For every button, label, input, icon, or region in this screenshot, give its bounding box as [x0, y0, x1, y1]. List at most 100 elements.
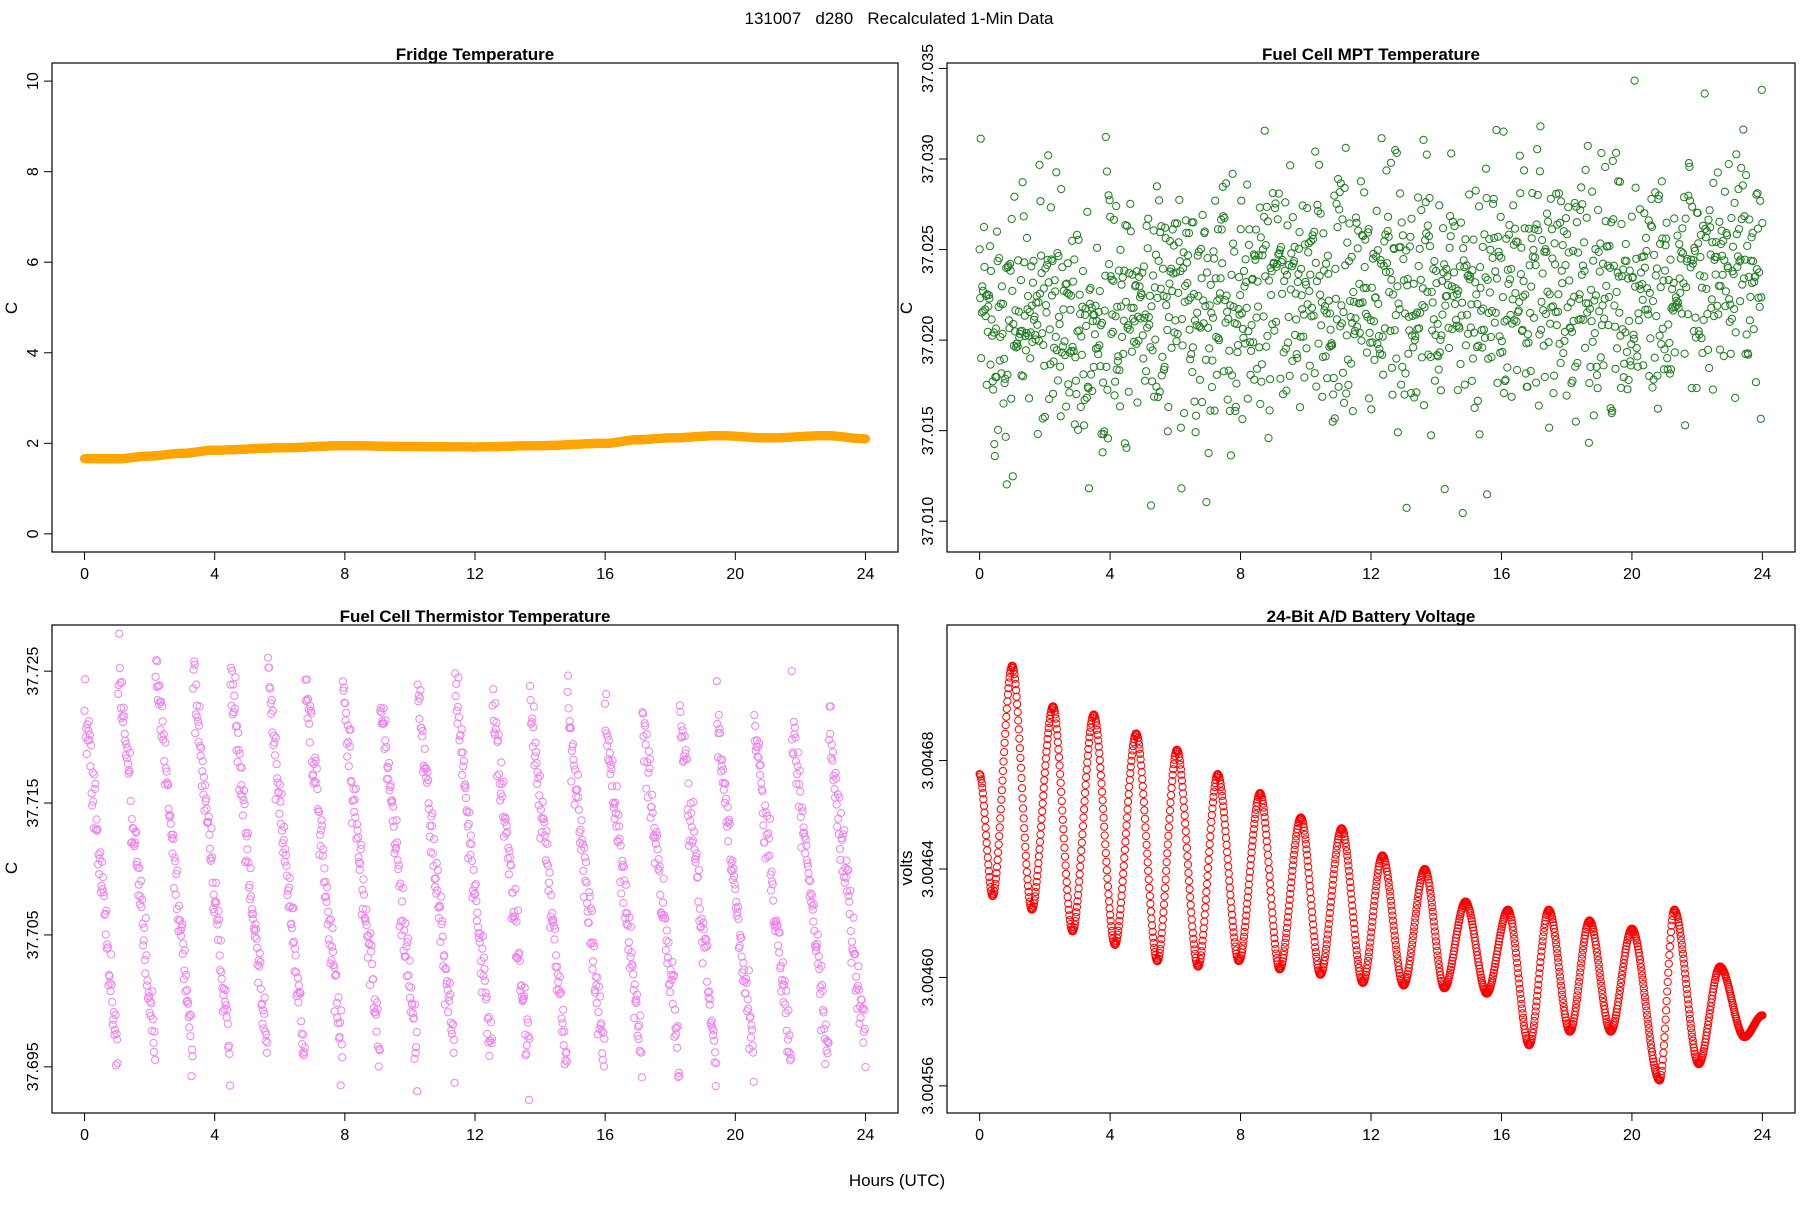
data-point — [1301, 374, 1308, 381]
data-point — [1055, 746, 1062, 753]
data-point — [1605, 293, 1612, 300]
data-point — [1078, 847, 1085, 854]
data-point — [152, 673, 159, 680]
data-point — [1654, 405, 1661, 412]
data-point — [660, 875, 667, 882]
data-point — [553, 952, 560, 959]
data-point — [1335, 383, 1342, 390]
data-point — [1104, 386, 1111, 393]
data-point — [1611, 323, 1618, 330]
data-point — [1320, 230, 1327, 237]
data-point — [1146, 892, 1153, 899]
data-point — [1060, 835, 1067, 842]
data-point — [1104, 435, 1111, 442]
data-point — [218, 969, 225, 976]
data-point — [1020, 213, 1027, 220]
data-point — [1582, 166, 1589, 173]
data-point — [1255, 303, 1262, 310]
y-tick-label: 37.715 — [25, 778, 42, 827]
data-point — [595, 1009, 602, 1016]
data-point — [1757, 415, 1764, 422]
data-point — [725, 838, 732, 845]
data-point — [1168, 784, 1175, 791]
data-point — [1268, 291, 1275, 298]
data-point — [1067, 306, 1074, 313]
data-point — [1420, 402, 1427, 409]
data-point — [1368, 284, 1375, 291]
data-point — [1506, 276, 1513, 283]
data-point — [711, 1037, 718, 1044]
data-point — [1418, 207, 1425, 214]
data-point — [1459, 299, 1466, 306]
data-point — [1059, 807, 1066, 814]
data-point — [669, 958, 676, 965]
data-point — [1102, 850, 1109, 857]
data-point — [1155, 257, 1162, 264]
plot-frame — [52, 625, 898, 1113]
data-point — [1279, 290, 1286, 297]
data-point — [1008, 395, 1015, 402]
data-point — [142, 915, 149, 922]
data-point — [837, 809, 844, 816]
data-point — [382, 737, 389, 744]
data-point — [1140, 791, 1147, 798]
data-point — [1747, 293, 1754, 300]
data-point — [1410, 344, 1417, 351]
data-point — [1078, 351, 1085, 358]
data-point — [441, 1001, 448, 1008]
data-point — [1102, 841, 1109, 848]
data-point — [1623, 348, 1630, 355]
data-point — [318, 827, 325, 834]
data-point — [559, 1020, 566, 1027]
data-point — [1408, 215, 1415, 222]
data-point — [1024, 292, 1031, 299]
data-point — [1152, 336, 1159, 343]
data-point — [1075, 885, 1082, 892]
data-point — [1287, 286, 1294, 293]
data-point — [794, 763, 801, 770]
data-point — [1563, 392, 1570, 399]
data-point — [1038, 270, 1045, 277]
x-tick-label: 4 — [1106, 1127, 1115, 1144]
data-point — [1090, 363, 1097, 370]
data-point — [1055, 754, 1062, 761]
data-point — [1083, 322, 1090, 329]
data-point — [1042, 302, 1049, 309]
data-point — [1139, 776, 1146, 783]
data-point — [1039, 800, 1046, 807]
data-point — [416, 715, 423, 722]
data-point — [1632, 184, 1639, 191]
data-point — [1582, 344, 1589, 351]
data-point — [1084, 759, 1091, 766]
data-point — [1141, 377, 1148, 384]
data-point — [1120, 862, 1127, 869]
data-point — [1441, 486, 1448, 493]
data-point — [1530, 246, 1537, 253]
data-point — [1626, 317, 1633, 324]
data-point — [445, 1009, 452, 1016]
data-point — [343, 709, 350, 716]
data-point — [180, 940, 187, 947]
data-point — [1040, 792, 1047, 799]
data-point — [106, 980, 113, 987]
data-point — [1595, 206, 1602, 213]
data-point — [1545, 339, 1552, 346]
data-point — [608, 766, 615, 773]
data-point — [1719, 271, 1726, 278]
data-point — [1088, 371, 1095, 378]
data-point — [1528, 283, 1535, 290]
data-point — [1459, 509, 1466, 516]
data-point — [1500, 390, 1507, 397]
data-point — [1120, 870, 1127, 877]
data-point — [1552, 261, 1559, 268]
data-point — [414, 1088, 421, 1095]
data-point — [1081, 422, 1088, 429]
data-point — [1336, 189, 1343, 196]
data-point — [780, 999, 787, 1006]
x-tick-label: 12 — [466, 566, 484, 583]
data-point — [1665, 321, 1672, 328]
data-point — [208, 825, 215, 832]
data-point — [1106, 898, 1113, 905]
data-point — [578, 817, 585, 824]
data-point — [1043, 309, 1050, 316]
